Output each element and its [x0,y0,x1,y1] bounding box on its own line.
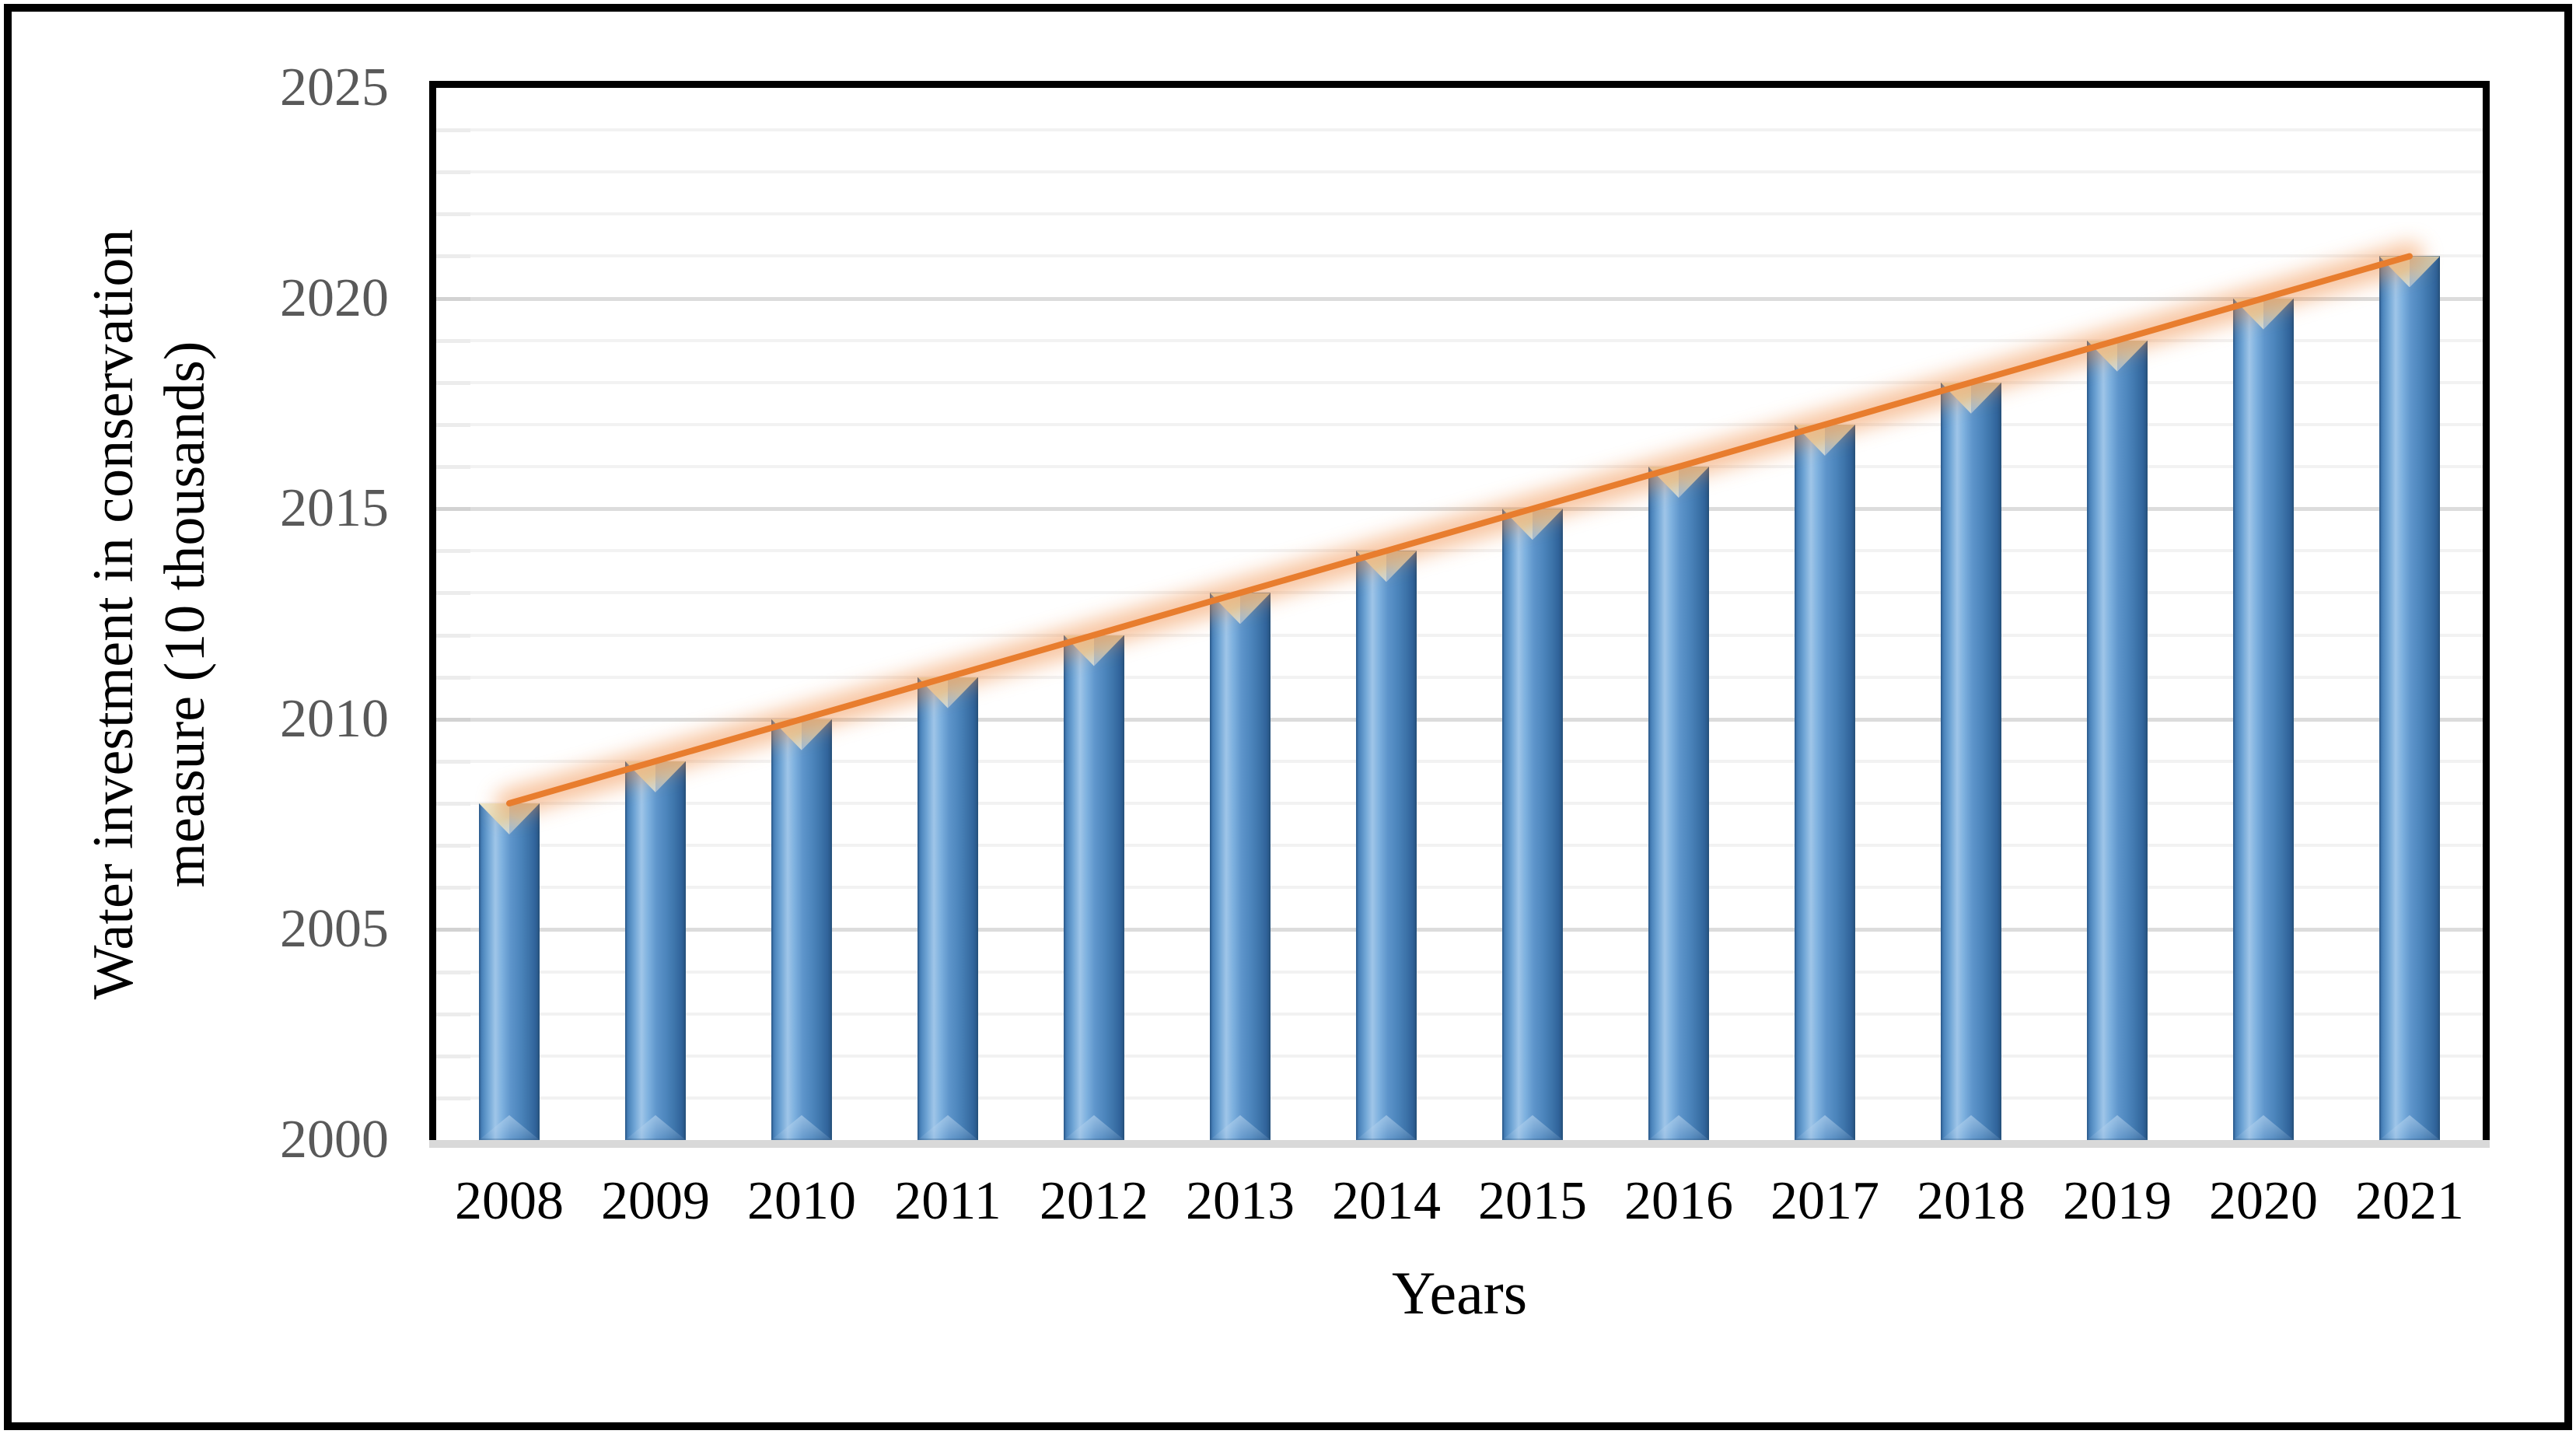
y-tick-label-2015: 2015 [280,478,389,539]
bar-2019 [2087,340,2148,1140]
minor-gridline [436,422,2483,426]
bar-2014 [1356,551,1417,1140]
major-gridline [436,928,2483,932]
x-tick-label-2012: 2012 [1040,1171,1148,1231]
minor-gridline [436,465,2483,469]
y-axis-tick-mark [436,802,470,806]
x-tick-label-2014: 2014 [1332,1171,1441,1231]
bar-top-bevel [479,803,540,835]
y-tick-label-2010: 2010 [280,688,389,749]
minor-gridline [436,633,2483,637]
bar-2010 [771,719,832,1140]
y-axis-title-line2: measure (10 thousands) [153,341,217,888]
y-axis-tick-mark [436,717,470,722]
plot-interior [436,88,2483,1140]
minor-gridline [436,886,2483,890]
x-tick-label-2011: 2011 [894,1171,1001,1231]
minor-gridline [436,802,2483,806]
plot-area [429,81,2490,1140]
y-axis-tick-mark [436,212,470,217]
minor-gridline [436,591,2483,595]
y-axis-tick-mark [436,170,470,175]
major-gridline [436,717,2483,722]
y-axis-tick-mark [436,128,470,133]
y-tick-label-2000: 2000 [280,1110,389,1170]
y-axis-tick-mark [436,759,470,764]
y-axis-tick-mark [436,886,470,890]
y-axis-tick-mark [436,928,470,932]
x-tick-label-2021: 2021 [2355,1171,2464,1231]
minor-gridline [436,1096,2483,1100]
y-axis-tick-mark [436,380,470,385]
bar-2016 [1648,467,1709,1140]
y-axis-tick-mark [436,970,470,974]
y-tick-label-2025: 2025 [280,58,389,117]
y-axis-tick-mark [436,591,470,596]
x-tick-label-2015: 2015 [1478,1171,1587,1231]
minor-gridline [436,380,2483,384]
minor-gridline [436,844,2483,848]
x-axis-line [429,1140,2490,1148]
bar-2008 [479,803,540,1140]
x-tick-label-2013: 2013 [1186,1171,1295,1231]
bar-2013 [1210,593,1271,1140]
minor-gridline [436,675,2483,679]
y-axis-tick-mark [436,254,470,259]
y-axis-tick-mark [436,633,470,638]
minor-gridline [436,1012,2483,1016]
x-tick-label-2020: 2020 [2209,1171,2318,1231]
x-axis-title: Years [1391,1259,1528,1327]
x-tick-label-2019: 2019 [2063,1171,2172,1231]
y-axis-tick-mark [436,507,470,512]
y-axis-title-line1: Water investment in conservation [82,229,145,1000]
y-axis-tick-mark [436,844,470,848]
minor-gridline [436,212,2483,216]
minor-gridline [436,759,2483,763]
minor-gridline [436,970,2483,974]
major-gridline [436,296,2483,301]
y-axis-tick-mark [436,1096,470,1100]
bar-2012 [1064,635,1124,1140]
minor-gridline [436,128,2483,132]
x-tick-label-2018: 2018 [1917,1171,2025,1231]
trend-line-layer [495,242,2424,817]
y-axis-tick-mark [436,1054,470,1058]
trend-line [506,253,2413,806]
y-axis-tick-mark [436,296,470,301]
y-tick-label-2020: 2020 [280,268,389,328]
y-axis-tick-mark [436,549,470,554]
y-axis-tick-mark [436,675,470,680]
minor-gridline [436,170,2483,174]
y-axis-tick-mark [436,1012,470,1016]
minor-gridline [436,338,2483,342]
x-tick-label-2009: 2009 [601,1171,710,1231]
x-tick-label-2010: 2010 [747,1171,856,1231]
x-tick-label-2008: 2008 [455,1171,564,1231]
y-axis-tick-mark [436,422,470,427]
minor-gridline [436,1054,2483,1058]
minor-gridline [436,549,2483,553]
x-tick-label-2017: 2017 [1770,1171,1879,1231]
y-axis-tick-mark [436,465,470,470]
y-tick-label-2005: 2005 [280,899,389,960]
x-tick-label-2016: 2016 [1624,1171,1733,1231]
minor-gridline [436,254,2483,258]
major-gridline [436,507,2483,512]
y-axis-tick-mark [436,338,470,343]
